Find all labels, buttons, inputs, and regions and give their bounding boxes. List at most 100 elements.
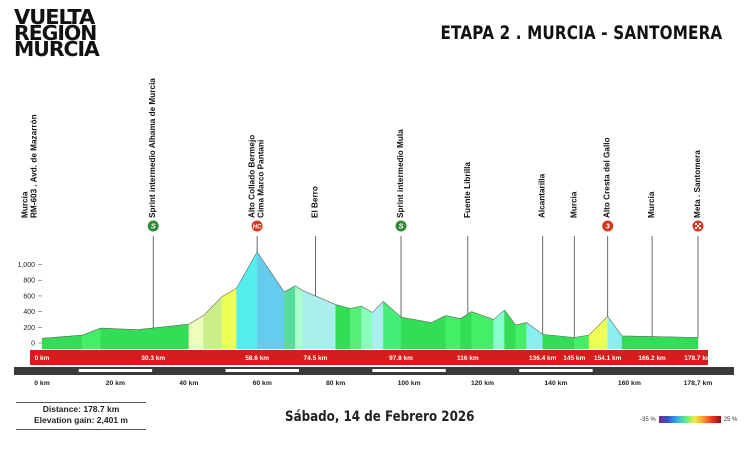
km-mark-label: 30.3 km: [141, 355, 165, 362]
badge-circle: [394, 219, 408, 233]
badge-label: 3: [606, 222, 611, 231]
profile-outline: [41, 251, 699, 339]
finish-flag-cell: [697, 225, 699, 227]
profile-segment: [460, 311, 472, 350]
x-tick-label: 40 km: [179, 380, 198, 387]
profile-segment: [493, 309, 505, 350]
badge-circle: [146, 219, 160, 233]
profile-segment: [621, 335, 699, 350]
finish-flag-cell: [695, 223, 697, 225]
place-label: Sprint intermedio Alhama de Murcia: [148, 78, 157, 218]
y-tick-label: 1,000: [17, 262, 35, 269]
profile-segment: [203, 296, 223, 350]
y-tick-label: 600: [23, 293, 35, 300]
profile-segment: [41, 334, 83, 350]
logo-line-3: MURCIA: [14, 37, 100, 61]
badge-label: S: [399, 222, 404, 231]
stage-title: ETAPA 2 . MURCIA - SANTOMERA: [440, 22, 722, 44]
km-mark-label: 154.1 km: [594, 355, 622, 362]
x-tick-label: 80 km: [326, 380, 345, 387]
profile-segment: [515, 322, 527, 350]
scale-stripe: [519, 369, 593, 372]
category-badges: S HC S 3: [146, 219, 705, 233]
km-mark-label: 145 km: [563, 355, 585, 362]
x-tick-label: 178,7 km: [684, 380, 713, 387]
x-axis-labels: 0 km 20 km 40 km 60 km 80 km 100 km 120 km 140 …: [34, 380, 712, 387]
profile-segment: [335, 304, 351, 350]
badge-circle: [250, 219, 264, 233]
x-tick-label: 160 km: [618, 380, 641, 387]
badge-label: HC: [253, 225, 262, 231]
km-mark-label: 0 km: [35, 355, 50, 362]
place-label: Meta . Santomera: [693, 150, 702, 218]
stage-date: Sábado, 14 de Febrero 2026: [285, 409, 475, 425]
y-tick-label: 400: [23, 309, 35, 316]
place-label: Alto Collado Bermejo: [248, 135, 257, 218]
finish-flag-cell: [699, 223, 701, 225]
badge-label: S: [151, 222, 156, 231]
logo-line-1: VUELTA: [14, 5, 95, 29]
x-tick-label: 20 km: [106, 380, 125, 387]
km-mark-label: 97.8 km: [389, 355, 413, 362]
scale-stripe: [78, 369, 153, 372]
place-label: Fuente Librilla: [463, 162, 472, 218]
stats-top-rule: [16, 402, 146, 403]
profile-segment: [188, 315, 204, 350]
place-labels: Murcia RM-603 . Avd. de Mazarrón Sprint in…: [21, 78, 703, 218]
km-marker-labels: 0 km 30.3 km 58.6 km 74.5 km 97.8 km 116 km 13…: [35, 355, 712, 362]
x-tick-label: 120 km: [471, 380, 494, 387]
y-axis: 0 200 400 600 800 1,000: [17, 262, 42, 348]
km-mark-label: 58.6 km: [245, 355, 269, 362]
profile-segment: [430, 315, 447, 350]
finish-flag-cell: [695, 227, 697, 229]
place-label: Murcia: [21, 191, 30, 218]
profile-segment: [542, 334, 575, 350]
place-label: RM-603 . Avd. de Mazarrón: [30, 114, 39, 218]
place-markers: [152, 236, 699, 338]
profile-segment: [383, 300, 402, 350]
distance-text: Distance: 178.7 km: [42, 404, 120, 414]
scale-stripe: [372, 369, 446, 372]
profile-area: [41, 251, 699, 350]
km-mark-label: 116 km: [457, 355, 479, 362]
badge-circle: [601, 219, 615, 233]
place-label: Alcantarilla: [538, 173, 547, 218]
profile-segment: [471, 311, 494, 350]
distance-scale-stripes: [78, 369, 593, 372]
gradient-color-bar: [658, 416, 721, 423]
legend-max-label: 25 %: [723, 417, 738, 424]
profile-segment: [284, 285, 296, 350]
km-mark-label: 136.4 km: [529, 355, 557, 362]
profile-segment: [82, 327, 101, 350]
logo-line-2: REGIÓN: [14, 21, 97, 45]
elevation-gain-text: Elevation gain: 2,401 m: [33, 415, 128, 425]
x-tick-label: 140 km: [544, 380, 567, 387]
profile-segment: [137, 323, 190, 350]
profile-segment: [100, 327, 138, 350]
y-tick-label: 200: [23, 325, 35, 332]
profile-segment: [350, 305, 362, 350]
profile-segment: [526, 322, 543, 350]
km-mark-label: 166.2 km: [638, 355, 666, 362]
profile-segment: [236, 251, 258, 350]
km-marker-band: [30, 350, 708, 365]
y-tick-label: 800: [23, 278, 35, 285]
profile-segment: [361, 305, 373, 350]
profile-segment: [256, 251, 285, 350]
profile-segment: [302, 290, 336, 350]
profile-segment: [445, 315, 461, 350]
place-label: Murcia: [647, 191, 656, 218]
x-tick-label: 0 km: [34, 380, 50, 387]
vuelta-region-murcia-logo: VUELTA REGIÓN MURCIA: [14, 5, 140, 61]
gradient-legend: -35 % 25 %: [640, 416, 737, 423]
legend-min-label: -35 %: [640, 417, 656, 424]
y-tick-label: 0: [31, 341, 35, 348]
stage-stats: Distance: 178.7 km Elevation gain: 2,401…: [16, 402, 146, 430]
profile-segment: [221, 287, 237, 350]
place-label: Sprint intermedio Mula: [396, 129, 405, 218]
profile-segment: [372, 300, 384, 350]
x-tick-label: 100 km: [398, 380, 421, 387]
place-label: Cima Marco Pantani: [257, 140, 266, 218]
km-mark-label: 74.5 km: [304, 355, 328, 362]
